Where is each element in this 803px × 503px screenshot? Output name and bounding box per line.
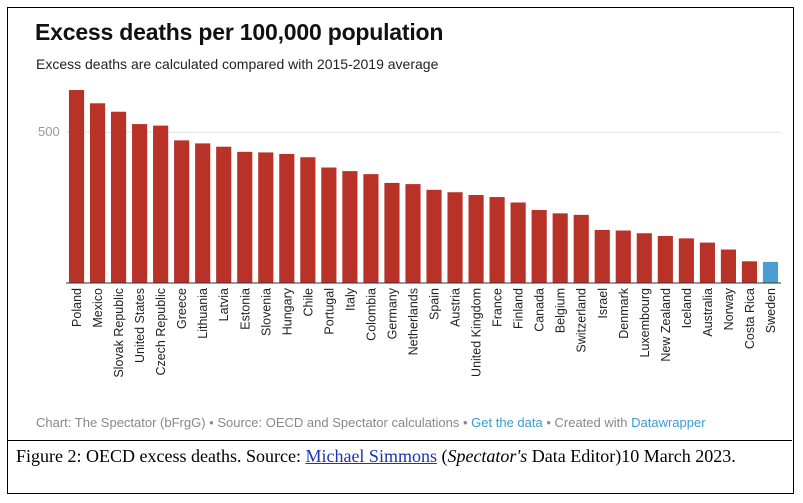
- x-tick-label-czech-republic: Czech Republic: [154, 288, 168, 376]
- bar-finland: [510, 202, 526, 283]
- bar-poland: [68, 90, 85, 283]
- bar-austria: [447, 192, 463, 283]
- bar-netherlands: [405, 184, 421, 283]
- x-tick-label-australia: Australia: [701, 288, 715, 337]
- x-tick-label-luxembourg: Luxembourg: [638, 288, 652, 358]
- bar-slovak-republic: [111, 111, 127, 283]
- bar-france: [489, 197, 505, 283]
- x-tick-label-italy: Italy: [343, 287, 357, 311]
- datawrapper-link[interactable]: Datawrapper: [631, 415, 706, 430]
- x-tick-label-portugal: Portugal: [322, 288, 336, 335]
- bar-iceland: [678, 238, 694, 283]
- chart-subtitle: Excess deaths are calculated compared wi…: [36, 56, 439, 72]
- bar-lithuania: [195, 143, 211, 283]
- chart-title: Excess deaths per 100,000 population: [35, 19, 444, 45]
- y-tick-label: 500: [38, 124, 60, 139]
- x-tick-label-mexico: Mexico: [91, 288, 105, 328]
- x-tick-label-austria: Austria: [449, 288, 463, 327]
- author-link[interactable]: Michael Simmons: [305, 446, 437, 466]
- caption-prefix: Figure 2: OECD excess deaths. Source:: [16, 446, 306, 466]
- figure-frame: Excess deaths per 100,000 population Exc…: [7, 7, 794, 494]
- x-tick-label-united-kingdom: United Kingdom: [470, 288, 484, 377]
- chart: Excess deaths per 100,000 population Exc…: [8, 8, 792, 440]
- x-tick-label-netherlands: Netherlands: [406, 288, 420, 355]
- bar-luxembourg: [636, 233, 652, 283]
- chart-footer: Chart: The Spectator (bFrgG) • Source: O…: [36, 415, 706, 430]
- bar-costa-rica: [741, 261, 758, 283]
- x-tick-label-estonia: Estonia: [238, 288, 252, 330]
- x-tick-label-canada: Canada: [533, 288, 547, 332]
- caption-open-paren: (: [436, 446, 448, 466]
- footer-credit: Chart: The Spectator (bFrgG) • Source: O…: [36, 415, 472, 430]
- x-tick-label-latvia: Latvia: [217, 288, 231, 321]
- bar-germany: [384, 182, 400, 283]
- x-tick-label-costa-rica: Costa Rica: [743, 288, 757, 349]
- x-tick-label-spain: Spain: [428, 288, 442, 320]
- x-tick-label-chile: Chile: [301, 288, 315, 317]
- bar-sweden: [762, 261, 779, 283]
- x-tick-label-slovenia: Slovenia: [259, 288, 273, 336]
- get-data-link[interactable]: Get the data: [471, 415, 543, 430]
- caption-suffix: Data Editor)10 March 2023.: [527, 446, 736, 466]
- bar-chile: [300, 157, 316, 283]
- bar-united-kingdom: [468, 194, 484, 283]
- bar-czech-republic: [153, 125, 169, 283]
- bar-denmark: [615, 230, 631, 283]
- bar-new-zealand: [657, 235, 673, 283]
- x-tick-label-united-states: United States: [133, 288, 147, 363]
- x-tick-label-denmark: Denmark: [617, 287, 631, 338]
- bar-greece: [174, 140, 190, 283]
- x-tick-label-belgium: Belgium: [554, 288, 568, 333]
- bar-italy: [342, 171, 358, 283]
- bar-canada: [531, 210, 547, 283]
- x-tick-label-france: France: [491, 288, 505, 327]
- x-tick-label-sweden: Sweden: [764, 288, 778, 333]
- bar-mexico: [89, 103, 106, 283]
- x-tick-label-poland: Poland: [70, 288, 84, 327]
- x-tick-label-iceland: Iceland: [680, 288, 694, 328]
- x-tick-label-colombia: Colombia: [364, 288, 378, 341]
- bar-spain: [426, 189, 442, 283]
- x-tick-label-finland: Finland: [512, 288, 526, 329]
- x-tick-label-switzerland: Switzerland: [575, 288, 589, 353]
- x-tick-label-lithuania: Lithuania: [196, 288, 210, 339]
- caption-publication: Spectator's: [447, 446, 528, 466]
- bar-colombia: [363, 174, 379, 283]
- bar-australia: [699, 242, 715, 283]
- bar-norway: [720, 249, 736, 283]
- bar-latvia: [216, 146, 232, 283]
- bar-hungary: [279, 153, 295, 283]
- x-tick-label-germany: Germany: [385, 287, 399, 339]
- x-tick-label-new-zealand: New Zealand: [659, 288, 673, 362]
- bar-belgium: [552, 213, 568, 283]
- bar-slovenia: [258, 152, 274, 283]
- bar-chart-plot: 500 Poland Mexico Slovak Republic United Sta…: [38, 90, 781, 378]
- x-tick-label-israel: Israel: [596, 288, 610, 319]
- figure-caption: Figure 2: OECD excess deaths. Source: Mi…: [16, 446, 786, 467]
- bar-estonia: [237, 151, 253, 283]
- footer-middle: • Created with: [542, 415, 632, 430]
- bar-portugal: [321, 167, 337, 283]
- caption-divider: [8, 440, 792, 441]
- x-tick-label-greece: Greece: [175, 288, 189, 329]
- x-tick-label-norway: Norway: [722, 287, 736, 330]
- bar-united-states: [132, 124, 148, 283]
- x-tick-label-hungary: Hungary: [280, 287, 294, 335]
- bar-switzerland: [573, 214, 589, 283]
- x-tick-label-slovak-republic: Slovak Republic: [112, 288, 126, 378]
- bar-israel: [594, 229, 610, 283]
